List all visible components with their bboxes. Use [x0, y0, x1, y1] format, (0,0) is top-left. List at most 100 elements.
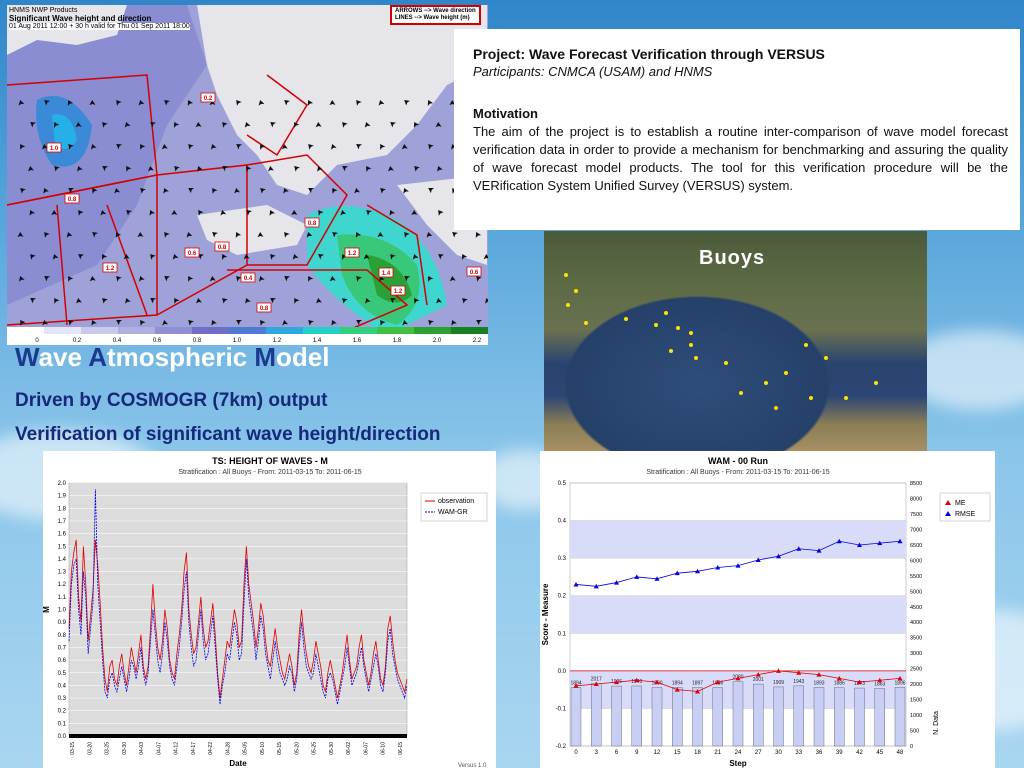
x-tick-label: 24: [735, 750, 742, 756]
x-tick-label: 05-30: [329, 742, 335, 755]
wave-direction-arrow: [102, 297, 108, 304]
wave-direction-arrow: [222, 122, 228, 128]
wave-direction-arrow: [452, 232, 458, 238]
x-tick-label: 03-15: [70, 742, 76, 755]
timeseries-chart: TS: HEIGHT OF WAVES - M Stratification : …: [43, 456, 488, 768]
wave-direction-arrow: [114, 188, 121, 194]
wave-direction-arrow: [390, 254, 396, 260]
wave-direction-arrow: [293, 122, 300, 128]
ndata-bar: [591, 683, 602, 747]
colorbar-swatch: [229, 327, 266, 334]
legend-entry: RMSE: [955, 511, 976, 518]
wave-direction-arrow: [281, 144, 288, 150]
wave-direction-arrow: [292, 254, 299, 260]
y-tick-label: 0.3: [58, 696, 67, 702]
wave-direction-arrow: [404, 100, 410, 106]
wave-direction-arrow: [30, 253, 36, 260]
wam-word-tmospheric: tmospheric: [107, 342, 255, 372]
wave-direction-arrow: [173, 122, 180, 128]
wave-direction-arrow: [92, 187, 98, 194]
wave-direction-arrow: [428, 320, 434, 326]
wave-direction-arrow: [330, 144, 337, 150]
wave-direction-arrow: [245, 298, 251, 304]
contour-label: 0.4: [244, 276, 253, 282]
chart-title: WAM - 00 Run: [708, 456, 768, 466]
colorbar-swatch: [414, 327, 451, 334]
ndata-bar-label: 1893: [813, 680, 824, 686]
wave-direction-arrow: [52, 253, 59, 260]
wave-direction-arrow: [340, 210, 347, 216]
wave-direction-arrow: [195, 122, 202, 128]
wave-direction-arrow: [380, 320, 386, 326]
wave-direction-arrow: [28, 165, 34, 172]
wave-direction-arrow: [291, 210, 298, 216]
wave-direction-arrow: [51, 209, 58, 216]
colorbar-tick-label: 1.4: [313, 338, 322, 344]
y2-tick-label: 5000: [910, 589, 922, 595]
wave-direction-arrow: [380, 188, 386, 194]
wave-direction-arrow: [53, 121, 60, 128]
wave-direction-arrow: [92, 231, 98, 238]
buoy-marker: [739, 391, 743, 395]
wave-direction-arrow: [260, 144, 266, 150]
y-tick-label: 1.9: [58, 494, 67, 500]
wave-direction-arrow: [18, 99, 25, 106]
legend-swatch: [945, 511, 951, 516]
wave-direction-arrow: [41, 143, 48, 150]
buoy-marker: [574, 289, 578, 293]
wave-direction-arrow: [150, 122, 156, 128]
wave-direction-arrow: [210, 144, 217, 150]
ndata-bar: [712, 687, 723, 747]
wave-map-graphic: 0 0.2 0.4 0.6 0.8 1.0 1.2 1.4 1.6 1.8 2.0 2.2 0.2 1.…: [7, 5, 488, 345]
score-band: [570, 595, 906, 634]
wave-direction-arrow: [411, 210, 418, 216]
contour-label-box: [390, 285, 406, 296]
y-tick-label: 1.0: [58, 608, 67, 614]
wave-direction-arrow: [308, 320, 314, 326]
ndata-bar: [651, 687, 663, 747]
wave-direction-arrow: [162, 320, 169, 326]
buoy-marker: [844, 396, 848, 400]
wave-direction-arrow: [476, 276, 482, 282]
x-tick-label: 05-10: [260, 742, 266, 755]
series-point-me: [735, 675, 741, 681]
x-axis-label: Step: [729, 759, 746, 768]
x-tick-label: 05-25: [312, 742, 318, 755]
contour-label-box: [200, 92, 216, 103]
wave-direction-arrow: [246, 166, 252, 172]
series-point-rmse: [755, 557, 761, 563]
map-legend-arrows: ARROWS --> Wave direction: [395, 8, 476, 14]
wave-direction-arrow: [89, 275, 96, 282]
y-tick-label: 0.2: [58, 709, 67, 715]
wave-direction-arrow: [284, 276, 290, 282]
x-tick-label: 30: [775, 750, 782, 756]
buoy-marker: [566, 303, 570, 307]
motivation-body: The aim of the project is to establish a…: [473, 124, 1008, 193]
wave-direction-arrow: [243, 254, 250, 260]
y-tick-label: 0.1: [558, 631, 567, 637]
wave-direction-arrow: [366, 210, 372, 216]
ndata-bar-label: 1909: [773, 680, 784, 686]
wave-direction-arrow: [426, 232, 433, 238]
ndata-bar: [894, 687, 906, 747]
series-point-me: [593, 681, 599, 687]
colorbar-swatch: [451, 327, 488, 334]
wave-direction-arrow: [378, 100, 385, 106]
y2-tick-label: 4000: [910, 620, 922, 626]
wave-direction-arrow: [75, 121, 82, 128]
wave-direction-arrow: [222, 298, 228, 304]
contour-label-box: [466, 266, 482, 277]
ndata-bar: [834, 687, 845, 747]
y2-tick-label: 7500: [910, 512, 922, 518]
ndata-bar: [874, 688, 885, 747]
wam-letter-a: A: [88, 342, 107, 372]
wave-direction-arrow: [389, 210, 396, 216]
ndata-bar: [611, 685, 622, 747]
buoy-marker: [654, 323, 658, 327]
wave-direction-arrow: [451, 320, 457, 326]
buoy-marker: [774, 406, 778, 410]
wave-direction-arrow: [435, 122, 442, 128]
contour-label-box: [344, 247, 360, 258]
wave-direction-arrow: [308, 276, 314, 282]
x-tick-label: 12: [654, 750, 661, 756]
